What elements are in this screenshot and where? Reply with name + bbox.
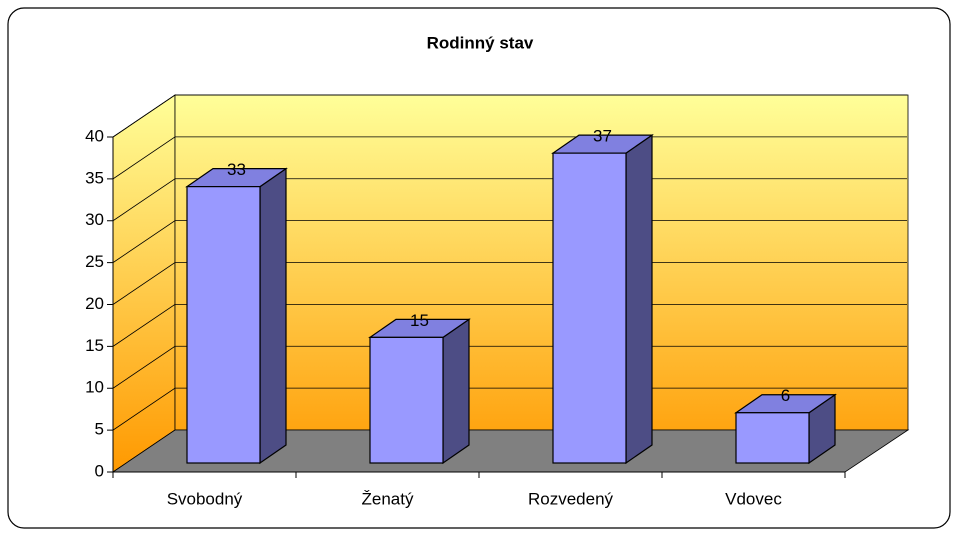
- y-tick-label: 5: [95, 420, 104, 439]
- bar-front: [552, 152, 627, 464]
- bar-side: [442, 318, 470, 465]
- grid-line: [112, 220, 907, 263]
- grid-line: [112, 178, 907, 222]
- data-label: 37: [593, 127, 612, 146]
- y-tick-label: 40: [85, 126, 104, 145]
- y-tick-label: 15: [85, 336, 104, 355]
- y-tick-label: 0: [95, 461, 104, 480]
- x-tick-label: Vdovec: [725, 489, 782, 508]
- bar-front: [186, 186, 261, 464]
- y-tick-label: 10: [85, 378, 104, 397]
- bar: [551, 133, 654, 465]
- bar-side: [625, 133, 653, 465]
- x-tick-label: Rozvedený: [528, 489, 614, 508]
- y-tick-label: 20: [85, 294, 104, 313]
- grid-line: [112, 303, 907, 347]
- bar-side: [259, 167, 287, 465]
- grid-line: [112, 136, 907, 180]
- y-tick-label: 25: [85, 252, 104, 271]
- data-label: 6: [781, 386, 790, 405]
- x-tick-label: Svobodný: [167, 489, 243, 508]
- bar: [734, 393, 837, 465]
- grid-line: [112, 262, 907, 305]
- y-tick-label: 30: [85, 210, 104, 229]
- x-tick-label: Ženatý: [362, 489, 414, 508]
- data-label: 15: [410, 311, 429, 330]
- chart-title: Rodinný stav: [427, 33, 534, 52]
- grid-line: [112, 94, 907, 138]
- y-tick-label: 35: [85, 168, 104, 187]
- bar-front: [735, 412, 810, 464]
- data-label: 33: [227, 160, 246, 179]
- bar: [185, 167, 288, 465]
- grid-line: [112, 387, 907, 431]
- grid-line: [112, 345, 907, 389]
- bar: [368, 318, 471, 465]
- bar-front: [369, 336, 444, 464]
